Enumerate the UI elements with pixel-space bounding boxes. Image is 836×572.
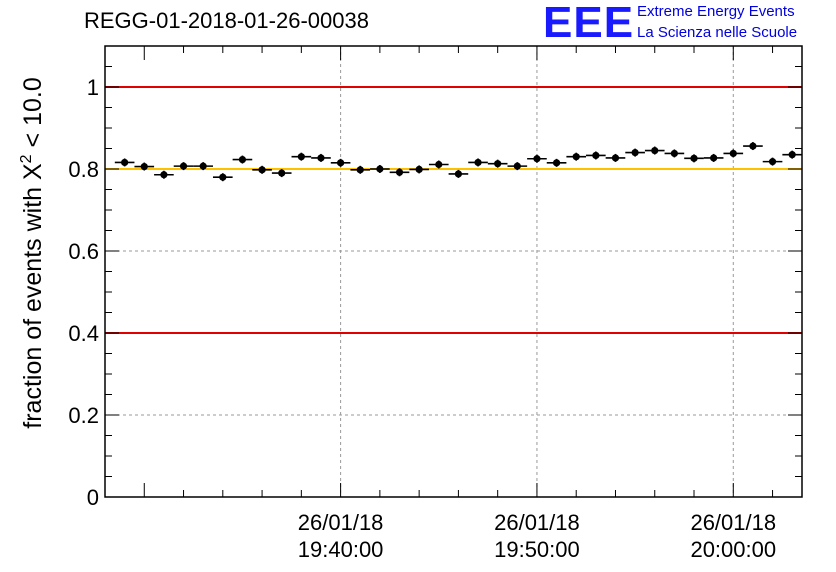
data-point [271, 169, 292, 178]
axes [104, 45, 803, 498]
data-point-marker [356, 166, 364, 174]
data-point-marker [337, 159, 345, 167]
data-point [468, 158, 488, 167]
data-point [134, 162, 155, 171]
data-point [114, 158, 135, 167]
data-point-marker [160, 171, 168, 179]
data-point [487, 159, 508, 168]
data-point-marker [631, 149, 639, 157]
data-point [605, 153, 626, 162]
data-point-marker [768, 158, 777, 166]
data-point-marker [729, 149, 737, 158]
data-point-marker [611, 154, 620, 162]
data-point [409, 165, 429, 174]
data-point [428, 160, 449, 169]
grid [105, 46, 802, 498]
threshold-lines [105, 86, 802, 334]
data-point-marker [494, 160, 502, 168]
data-point-marker [140, 162, 148, 171]
data-point [762, 157, 783, 166]
x-tick-label-time: 19:50:00 [494, 537, 580, 562]
data-point [546, 158, 567, 167]
data-point [154, 170, 174, 179]
data-point-marker [317, 154, 325, 162]
data-point-marker [179, 162, 188, 170]
data-point-marker [454, 170, 463, 178]
data-point [684, 154, 704, 163]
data-point [586, 151, 606, 160]
y-tick-labels: 0 0.2 0.4 0.6 0.8 1 [68, 75, 99, 510]
data-point [291, 152, 312, 161]
plot-frame [104, 45, 803, 498]
data-point-marker [533, 155, 541, 163]
eee-logo: EEE [543, 0, 635, 47]
data-point [507, 162, 528, 171]
data-point-marker [199, 162, 207, 170]
data-point [350, 165, 371, 174]
data-point-marker [435, 160, 443, 169]
data-point [370, 165, 390, 173]
data-point [743, 142, 763, 151]
y-axis-label: fraction of events with X2 < 10.0 [18, 77, 47, 428]
data-point-marker [474, 158, 482, 167]
data-point-marker [572, 153, 580, 161]
data-point [448, 169, 469, 178]
data-point [389, 168, 410, 177]
data-point [527, 154, 547, 163]
x-tick-label-date: 26/01/18 [494, 510, 580, 535]
data-point-marker [121, 158, 129, 167]
x-tick-label-time: 20:00:00 [690, 537, 776, 562]
x-tick-labels: 26/01/1819:40:0026/01/1819:50:0026/01/18… [298, 510, 776, 562]
data-point [625, 148, 645, 157]
chart-title: REGG-01-2018-01-26-00038 [84, 8, 369, 33]
data-point [330, 158, 351, 167]
data-point-marker [513, 162, 521, 170]
data-point [173, 162, 194, 171]
y-tick-label: 1 [87, 75, 99, 100]
x-tick-label-time: 19:40:00 [298, 537, 384, 562]
data-point [664, 149, 685, 158]
logo-line-2: La Scienza nelle Scuole [637, 24, 798, 41]
data-point [703, 153, 724, 162]
data-point-marker [219, 173, 227, 181]
data-point [782, 150, 802, 159]
data-point-marker [651, 146, 659, 155]
data-points [114, 142, 802, 182]
data-point-marker [278, 169, 286, 177]
data-point-marker [238, 155, 247, 164]
data-point-marker [788, 151, 796, 159]
data-point-marker [670, 149, 678, 158]
y-tick-label: 0.4 [68, 321, 99, 346]
data-point-marker [690, 154, 698, 162]
data-point-marker [592, 151, 600, 160]
logo-line-1: Extreme Energy Events [637, 3, 795, 20]
data-point-marker [395, 168, 404, 176]
y-tick-label: 0.6 [68, 239, 99, 264]
data-point [644, 146, 665, 155]
data-point-marker [376, 165, 384, 173]
data-point-marker [749, 142, 757, 150]
data-point [723, 149, 744, 158]
y-tick-label: 0.8 [68, 157, 99, 182]
data-point [252, 165, 272, 174]
data-point [566, 152, 587, 161]
data-point-marker [552, 159, 561, 167]
data-point-marker [297, 153, 305, 161]
data-point-marker [710, 154, 718, 162]
data-point [232, 155, 253, 164]
data-point-marker [415, 165, 423, 174]
data-point-marker [258, 166, 266, 174]
data-point [311, 153, 331, 162]
x-tick-label-date: 26/01/18 [298, 510, 384, 535]
x-tick-label-date: 26/01/18 [690, 510, 776, 535]
y-tick-label: 0.2 [68, 403, 99, 428]
y-tick-label: 0 [87, 485, 99, 510]
data-point [193, 162, 213, 171]
data-point [212, 173, 233, 182]
